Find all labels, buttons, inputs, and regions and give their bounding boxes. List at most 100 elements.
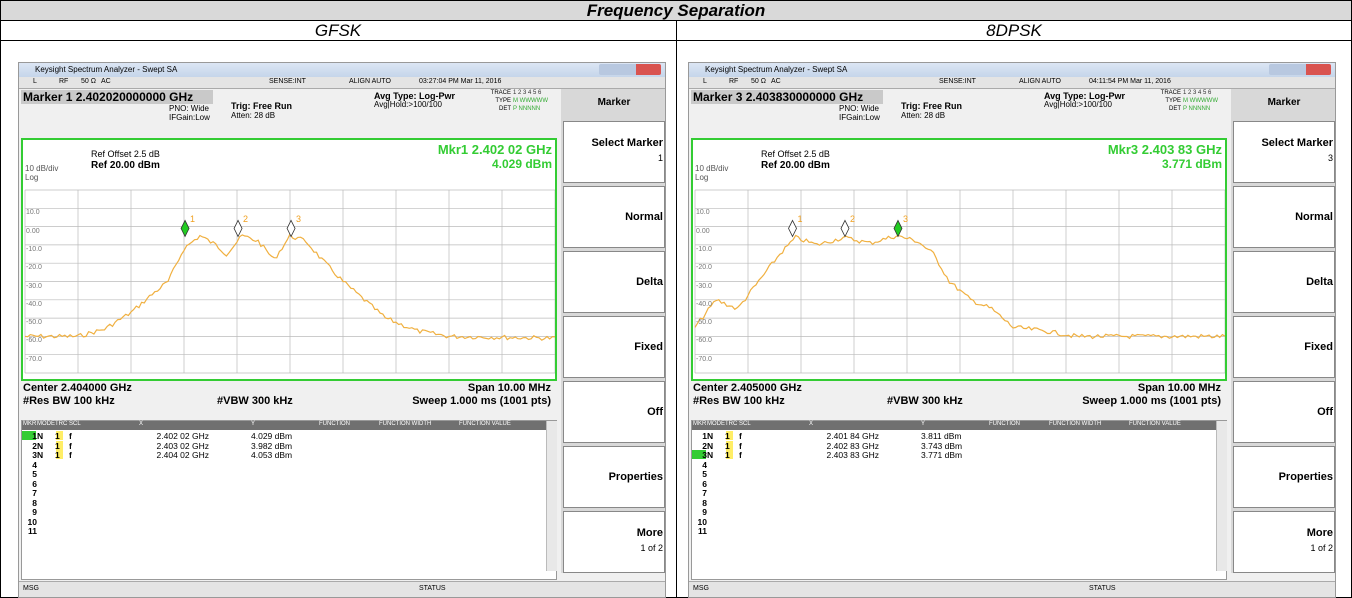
log-label: Log: [695, 173, 709, 182]
marker-frequency: Mkr3 2.403 83 GHz: [1107, 142, 1222, 157]
softkey[interactable]: [563, 186, 665, 248]
table-cell: 2.402 83 GHz: [826, 440, 879, 451]
status-label: STATUS: [1089, 585, 1116, 592]
table-cell: 2.403 02 GHz: [156, 440, 209, 451]
marker-level: 4.029 dBm: [491, 157, 552, 171]
table-header-cell: MKR: [23, 421, 37, 427]
table-cell: 11: [28, 526, 37, 536]
status-item: ALIGN AUTO: [1019, 78, 1061, 85]
marker-diamond: [180, 219, 190, 238]
mode-label: 8DPSK: [986, 21, 1042, 40]
softkey[interactable]: [563, 251, 665, 313]
avg-hold: Avg|Hold:>100/100: [1044, 100, 1112, 109]
table-cell: 7: [32, 488, 37, 498]
softkey-label: Select Marker: [591, 137, 663, 149]
table-cell: 4.029 dBm: [251, 431, 293, 441]
scale: 10 dB/div: [695, 164, 729, 173]
plot: [694, 189, 1225, 374]
status-item: 03:27:04 PM Mar 11, 2016: [419, 78, 502, 85]
softkey-label: Fixed: [1304, 341, 1333, 353]
softkey-label: Off: [1317, 406, 1333, 418]
table-cell: f: [69, 440, 72, 451]
log-label: Log: [25, 173, 39, 182]
softkey[interactable]: [563, 316, 665, 378]
active-row: [692, 450, 706, 459]
table-cell: 10: [27, 516, 37, 527]
y-axis-label: -70.0: [696, 355, 712, 363]
trace-color: [56, 431, 63, 440]
res-bw: #Res BW 100 kHz: [23, 395, 115, 407]
trace-label: TYPE: [495, 98, 511, 104]
table-cell: N: [37, 450, 44, 460]
softkey-label: Normal: [625, 211, 663, 223]
softkey[interactable]: [1233, 316, 1335, 378]
y-axis-label: -10.0: [26, 245, 42, 253]
trace-color: [726, 450, 733, 459]
table-cell: 10: [697, 516, 707, 527]
marker-diamond: [840, 219, 850, 238]
table-cell: 1: [725, 431, 730, 441]
softkey-label: More: [1306, 527, 1333, 539]
marker-readout: Marker 3 2.403830000000 GHz: [691, 90, 883, 104]
softkey[interactable]: [1233, 511, 1335, 573]
table-cell: f: [69, 450, 72, 460]
softkey-sublabel: 1 of 2: [640, 543, 663, 553]
softkey[interactable]: [563, 381, 665, 443]
vbw: #VBW 300 kHz: [887, 395, 963, 407]
status-item: ALIGN AUTO: [349, 78, 391, 85]
table-cell: N: [707, 440, 714, 451]
softkey-label: Delta: [636, 276, 663, 288]
softkey[interactable]: [1233, 121, 1335, 183]
scrollbar: [1216, 421, 1227, 571]
softkey-title: Marker: [1267, 97, 1301, 108]
status-row: [19, 77, 665, 89]
table-cell: f: [739, 450, 742, 460]
table-cell: 3.982 dBm: [251, 440, 293, 451]
graph-box: Ref Offset 2.5 dB Ref 20.00 dBm 10 dB/div L…: [691, 138, 1227, 381]
window-title: Keysight Spectrum Analyzer - Swept SA: [705, 65, 848, 74]
atten: Atten: 28 dB: [231, 111, 276, 120]
softkey[interactable]: [1233, 446, 1335, 508]
table-cell: f: [739, 440, 742, 451]
y-axis-label: 10.0: [696, 209, 710, 217]
table-cell: 6: [702, 478, 707, 489]
table-cell: 11: [698, 526, 707, 536]
softkey[interactable]: [563, 511, 665, 573]
status-item: 04:11:54 PM Mar 11, 2016: [1089, 78, 1171, 85]
analyzer-screenshot: Keysight Spectrum Analyzer - Swept SA L RF…: [688, 62, 1336, 598]
softkey[interactable]: [1233, 381, 1335, 443]
softkey[interactable]: [1233, 251, 1335, 313]
ref-level: Ref 20.00 dBm: [91, 160, 160, 171]
table-header-cell: X: [139, 421, 144, 427]
marker-number: 3: [296, 214, 302, 225]
title: Frequency Separation: [586, 1, 766, 20]
softkey-label: More: [636, 527, 663, 539]
ref-offset: Ref Offset 2.5 dB: [91, 149, 160, 159]
softkey-title: Marker: [597, 97, 631, 108]
marker-diamond: [788, 219, 797, 238]
table-header-cell: MODE: [37, 421, 55, 427]
window-buttons: [599, 64, 661, 75]
graph-box: Ref Offset 2.5 dB Ref 20.00 dBm 10 dB/div L…: [21, 138, 557, 381]
y-axis-label: -30.0: [696, 282, 712, 290]
trace-label: TYPE: [1165, 98, 1181, 104]
table-cell: 1: [55, 440, 60, 451]
table-cell: 1: [725, 440, 730, 451]
trace-value: M WWWWW: [513, 98, 548, 104]
status-label: STATUS: [419, 585, 446, 592]
softkey[interactable]: [1233, 186, 1335, 248]
table-header-cell: SCL: [739, 421, 751, 427]
table-cell: N: [707, 431, 714, 441]
y-axis-label: -20.0: [26, 264, 42, 272]
softkey[interactable]: [563, 121, 665, 183]
scrollbar: [546, 421, 557, 571]
table-header: [692, 421, 1216, 430]
softkey-label: Normal: [1295, 211, 1333, 223]
softkey[interactable]: [563, 446, 665, 508]
ifgain: IFGain:Low: [839, 113, 880, 122]
table-cell: 2.401 84 GHz: [826, 431, 879, 441]
avg-hold: Avg|Hold:>100/100: [374, 100, 442, 109]
table-cell: 2: [702, 440, 707, 451]
table-cell: 1: [32, 431, 37, 441]
status-item: 50 Ω: [81, 78, 96, 85]
